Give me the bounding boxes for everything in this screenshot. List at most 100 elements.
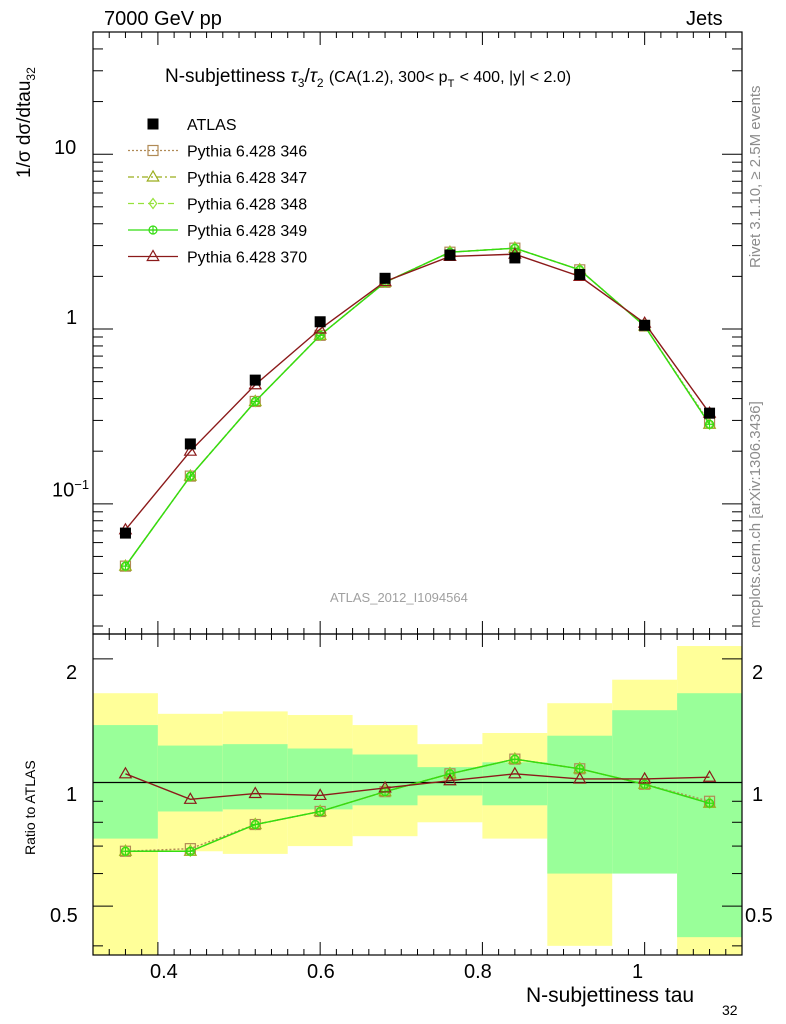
ratio-ytick-0p5-right: 0.5 (745, 905, 773, 927)
legend-entry: Pythia 6.428 370 (128, 249, 307, 267)
series-0-point (249, 374, 261, 386)
title-tau3: τ (290, 66, 298, 87)
xtick-label-0p8: 0.8 (464, 961, 492, 983)
ratio-ytick-2-right: 2 (752, 662, 764, 684)
stat-uncertainty-band (287, 748, 353, 810)
ratio-series-5-point (637, 771, 652, 784)
ratio-series-5-point (508, 766, 522, 779)
ratio-series-3-point (510, 753, 520, 766)
stat-uncertainty-band (612, 710, 678, 874)
plot-title: N-subjettiness τ3/τ2 (CA(1.2), 300< pT <… (165, 66, 571, 90)
ytick-label-0p1: 10−1 (52, 477, 89, 503)
xlabel-text: N-subjettiness tau (526, 984, 695, 1007)
header-process-label: Jets (686, 8, 723, 30)
ratio-series-3-point (250, 818, 260, 831)
analysis-label: ATLAS_2012_I1094564 (330, 590, 468, 605)
title-main: N-subjettiness (165, 66, 286, 87)
series-0-point (639, 319, 651, 331)
series-4-line (124, 247, 711, 567)
ratio-series-4-line (125, 758, 710, 852)
xtick-label-1: 1 (632, 961, 644, 983)
series-0-point (444, 249, 456, 261)
ratio-series-5-line (125, 773, 710, 801)
series-0-point (184, 438, 196, 450)
legend-marker (146, 249, 160, 262)
legend-entry: Pythia 6.428 349 (128, 223, 307, 240)
ratio-series-5-point (572, 771, 587, 784)
legend: ATLAS Pythia 6.428 346 Pythia 6.428 347 Pyt… (128, 117, 307, 267)
upper-ylabel-sub: 32 (23, 67, 38, 81)
series-0-point (704, 407, 716, 419)
ratio-ytick-1: 1 (66, 784, 78, 806)
ratio-ytick-0p5: 0.5 (50, 905, 78, 927)
series-3-point (705, 418, 715, 431)
series-5-point (313, 321, 327, 334)
upper-ylabel-text: 1/σ dσ/dtau (14, 80, 35, 178)
title-cuts-sub: T (447, 77, 455, 90)
series-1-line (124, 247, 711, 567)
upper-ylabel: 1/σ dσ/dtau32 (14, 67, 38, 178)
stat-uncertainty-band (547, 735, 613, 874)
ratio-series-5-point (378, 780, 392, 793)
title-slash: / (304, 66, 310, 87)
stat-uncertainty-band (157, 745, 223, 812)
series-3-point (120, 560, 130, 573)
series-5-point (183, 443, 198, 456)
legend-label: Pythia 6.428 348 (187, 197, 307, 214)
ytick-label-10: 10 (54, 137, 77, 159)
series-0-point (509, 252, 521, 264)
legend-marker (148, 197, 158, 210)
legend-entry: Pythia 6.428 348 (128, 197, 307, 214)
rivet-version-label: Rivet 3.1.10, ≥ 2.5M events (747, 85, 764, 269)
ratio-series-3-point (705, 797, 715, 810)
legend-label: Pythia 6.428 349 (187, 223, 307, 240)
ratio-series-3-point (315, 805, 325, 818)
ratio-ylabel: Ratio to ATLAS (22, 760, 38, 855)
ytick-label-0p1-base: 10 (52, 479, 75, 502)
legend-entry: ATLAS (147, 117, 237, 134)
series-0-point (379, 272, 391, 284)
mcplots-label: mcplots.cern.ch [arXiv:1306.3436] (747, 401, 764, 628)
series-2-line (124, 247, 711, 567)
ytick-label-0p1-exp: −1 (74, 477, 90, 492)
title-cuts-a: (CA(1.2), 300< p (328, 69, 448, 86)
xlabel: N-subjettiness tau (526, 984, 694, 1008)
upper-series-layer (118, 240, 717, 573)
ytick-label-1: 1 (66, 307, 78, 329)
ratio-series-5-point (248, 786, 263, 799)
ratio-series-3-point (380, 785, 390, 798)
series-3-line (124, 247, 711, 567)
legend-marker (147, 118, 159, 130)
legend-entry: Pythia 6.428 347 (128, 169, 307, 187)
series-3-point (185, 470, 195, 483)
ratio-series-5-point (702, 770, 717, 782)
stat-uncertainty-band (482, 762, 548, 806)
title-tau3-sub: 3 (297, 75, 305, 90)
series-5-line (124, 253, 711, 531)
series-0-point (314, 316, 326, 328)
stat-uncertainty-band (93, 725, 158, 839)
ratio-ytick-2: 2 (66, 662, 78, 684)
xtick-label-0p4: 0.4 (150, 961, 178, 983)
title-tau2-sub: 2 (316, 75, 324, 90)
ratio-series-5-point (313, 788, 327, 801)
legend-entry: Pythia 6.428 346 (128, 144, 307, 161)
ratio-series-layer (118, 751, 717, 858)
xtick-label-0p6: 0.6 (307, 961, 335, 983)
stat-uncertainty-band (222, 744, 288, 810)
title-cuts-b: < 400, |y| < 2.0) (459, 69, 572, 86)
title-tau2: τ (309, 66, 317, 87)
legend-label: Pythia 6.428 370 (187, 250, 307, 267)
ratio-series-5-point (443, 773, 457, 786)
ratio-series-5-point (183, 792, 198, 804)
ratio-ytick-1-right: 1 (752, 784, 764, 806)
ratio-series-3-point (120, 845, 130, 858)
legend-label: Pythia 6.428 347 (187, 170, 307, 187)
ratio-series-3-point (445, 767, 455, 780)
axis-ticks (92, 31, 743, 955)
legend-marker (147, 144, 159, 157)
stat-uncertainty-band (352, 754, 418, 806)
ratio-series-5-point (118, 766, 133, 779)
legend-marker (146, 169, 160, 182)
